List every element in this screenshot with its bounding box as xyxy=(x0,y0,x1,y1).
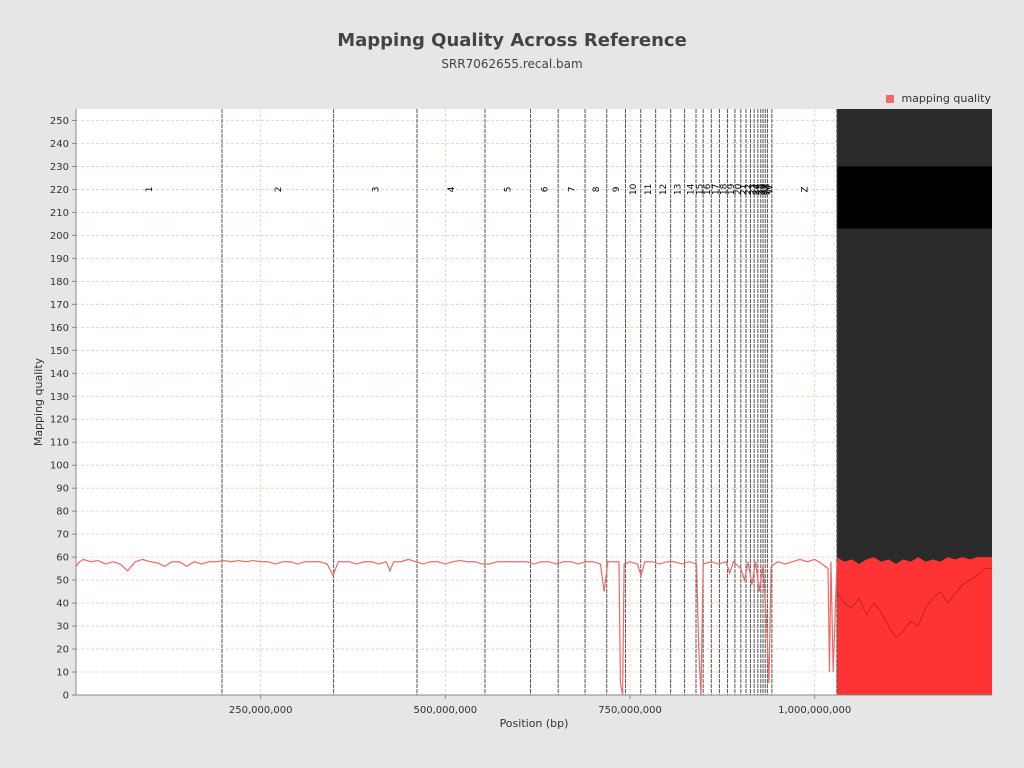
chromosome-label: 9 xyxy=(612,186,622,192)
y-axis-title: Mapping quality xyxy=(32,357,45,446)
y-tick-label: 160 xyxy=(50,323,69,334)
chromosome-label: 17 xyxy=(711,184,721,195)
x-tick-label: 250,000,000 xyxy=(229,705,293,716)
y-tick-label: 80 xyxy=(56,507,69,518)
y-tick-label: 180 xyxy=(50,277,69,288)
chromosome-label: 4 xyxy=(447,186,457,192)
chromosome-label: Z xyxy=(800,186,810,192)
y-tick-label: 20 xyxy=(56,645,69,656)
chromosome-label: 24 xyxy=(752,183,762,195)
series-layer xyxy=(75,558,838,696)
chromosome-label: W xyxy=(766,185,776,194)
chromosome-label: 23 xyxy=(748,184,758,195)
axis-layer: 0102030405060708090100110120130140150160… xyxy=(50,109,992,716)
y-tick-label: 60 xyxy=(56,553,69,564)
y-tick-label: 150 xyxy=(50,346,69,357)
chromosome-label: 19 xyxy=(727,183,737,195)
y-tick-label: 70 xyxy=(56,530,69,541)
chromosome-label: 16 xyxy=(703,183,713,195)
y-tick-label: 90 xyxy=(56,484,69,495)
y-tick-label: 200 xyxy=(50,231,69,242)
chromosome-label: 25 xyxy=(755,184,765,195)
chromosome-label: 22 xyxy=(744,184,754,195)
y-tick-label: 210 xyxy=(50,208,69,219)
chromosome-label: 15 xyxy=(696,184,706,195)
chromosome-label: 1 xyxy=(145,187,155,193)
legend: mapping quality xyxy=(886,92,991,105)
chromosome-label: 28 xyxy=(762,183,772,195)
chromosome-label: 6 xyxy=(540,186,550,192)
chromosome-label: 10 xyxy=(629,183,639,195)
y-tick-label: 30 xyxy=(56,622,69,633)
y-tick-label: 190 xyxy=(50,254,69,265)
y-tick-label: 120 xyxy=(50,415,69,426)
chromosome-label: 12 xyxy=(659,184,669,195)
y-tick-label: 170 xyxy=(50,300,69,311)
y-tick-label: 240 xyxy=(50,139,69,150)
y-tick-label: 130 xyxy=(50,392,69,403)
dense-contig-labels xyxy=(836,166,992,229)
chromosome-label: 26 xyxy=(758,183,768,195)
y-tick-label: 250 xyxy=(50,116,69,127)
y-tick-label: 230 xyxy=(50,162,69,173)
series-line xyxy=(75,558,838,696)
y-tick-label: 100 xyxy=(50,461,69,472)
x-tick-label: 1,000,000,000 xyxy=(778,705,851,716)
y-tick-label: 110 xyxy=(50,438,69,449)
chromosome-label: 2 xyxy=(274,187,284,193)
y-tick-label: 140 xyxy=(50,369,69,380)
chromosome-labels: 1 2 3 4 5 6 7 8 9 10 11 12 13 14 151617181920212223242… xyxy=(145,183,810,195)
y-tick-label: 0 xyxy=(63,691,69,702)
chromosome-label: 7 xyxy=(568,187,578,193)
legend-swatch xyxy=(886,94,895,103)
x-axis-title: Position (bp) xyxy=(500,717,569,730)
x-tick-label: 750,000,000 xyxy=(598,705,662,716)
chromosome-label: 20 xyxy=(734,183,744,195)
chart-subtitle: SRR7062655.recal.bam xyxy=(441,57,583,71)
chromosome-label: 13 xyxy=(674,184,684,195)
dense-quality-dips xyxy=(836,568,992,639)
x-tick-label: 500,000,000 xyxy=(414,705,478,716)
dense-quality-fill xyxy=(836,557,992,695)
chromosome-label: 3 xyxy=(371,187,381,193)
chromosome-label: 11 xyxy=(644,184,654,195)
chromosome-boundaries xyxy=(221,109,838,695)
dense-region-layer xyxy=(836,109,992,695)
legend-label: mapping quality xyxy=(901,92,991,105)
chromosome-label: 21 xyxy=(739,184,749,195)
y-tick-label: 220 xyxy=(50,185,69,196)
y-tick-label: 10 xyxy=(56,668,69,679)
y-tick-label: 50 xyxy=(56,576,69,587)
chart-title: Mapping Quality Across Reference xyxy=(337,30,687,51)
chromosome-label: 14 xyxy=(686,183,696,195)
chromosome-label: 18 xyxy=(719,183,729,195)
y-tick-label: 40 xyxy=(56,599,69,610)
chromosome-label: 8 xyxy=(592,186,602,192)
grid-layer xyxy=(76,109,992,696)
chromosome-label: 27 xyxy=(760,184,770,195)
chromosome-label: 5 xyxy=(504,187,514,193)
